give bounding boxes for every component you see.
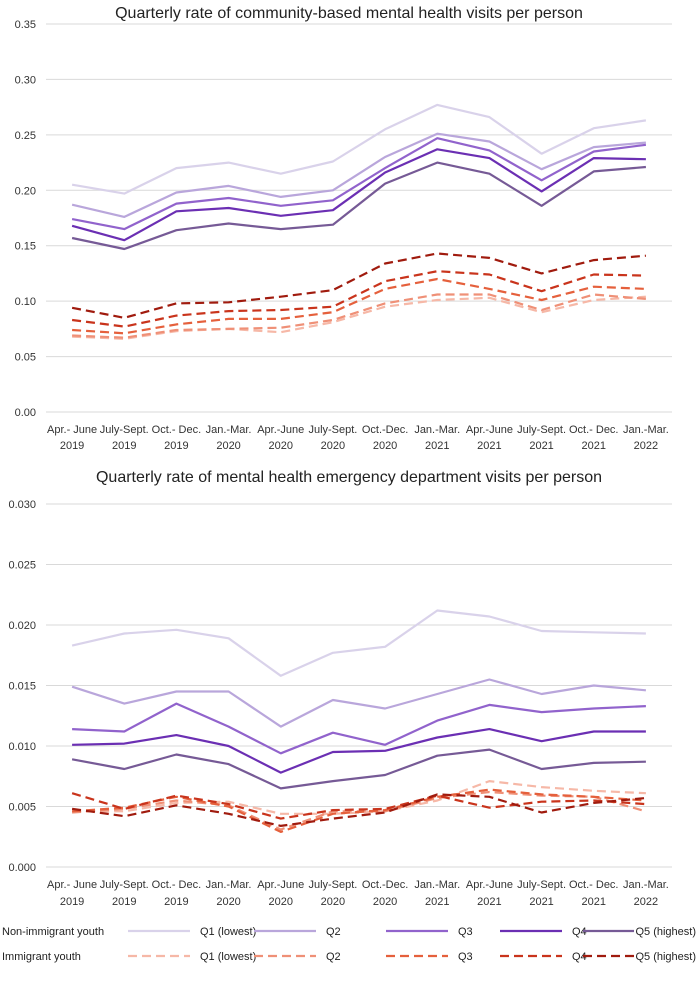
x-tick-year: 2021	[529, 896, 553, 908]
series-line-non-immigrant-youth-q4	[71, 148, 646, 242]
legend-item-label: Q2	[326, 951, 341, 963]
legend-group-label: Immigrant youth	[2, 951, 81, 963]
x-tick-label: Apr.-June	[466, 879, 513, 891]
chart-1: Quarterly rate of community-based mental…	[15, 5, 672, 452]
x-tick-year: 2020	[373, 440, 397, 452]
x-tick-year: 2019	[60, 440, 84, 452]
x-tick-label: Oct.-Dec.	[362, 424, 408, 436]
x-tick-year: 2019	[164, 896, 188, 908]
chart-title: Quarterly rate of community-based mental…	[115, 5, 583, 22]
x-tick-label: July-Sept.	[100, 879, 149, 891]
series-line-immigrant-youth-q4	[71, 792, 646, 820]
x-tick-label: Jan.-Mar.	[623, 879, 669, 891]
x-tick-label: July-Sept.	[308, 424, 357, 436]
x-tick-year: 2020	[269, 440, 293, 452]
series-line-immigrant-youth-q1-lowest	[72, 295, 646, 340]
series-line-immigrant-youth-q3	[72, 788, 646, 834]
x-tick-year: 2021	[425, 896, 449, 908]
legend-item-label: Q3	[458, 951, 473, 963]
y-tick-label: 0.025	[8, 560, 36, 572]
x-tick-label: Jan.-Mar.	[206, 879, 252, 891]
x-tick-label: July-Sept.	[517, 424, 566, 436]
x-tick-label: Oct.- Dec.	[152, 879, 202, 891]
x-tick-year: 2021	[582, 440, 606, 452]
x-tick-label: Oct.- Dec.	[569, 879, 619, 891]
series-line-non-immigrant-youth-q5-highest	[71, 161, 646, 251]
x-tick-year: 2020	[373, 896, 397, 908]
x-tick-year: 2019	[164, 440, 188, 452]
x-tick-year: 2019	[60, 896, 84, 908]
series-line-non-immigrant-youth-q1-lowest	[71, 609, 646, 677]
series-line-non-immigrant-youth-q5-highest	[71, 748, 646, 790]
x-tick-label: Apr.- June	[47, 879, 97, 891]
y-tick-label: 0.005	[8, 802, 36, 814]
legend-item-label: Q5 (highest)	[635, 951, 696, 963]
x-tick-year: 2019	[112, 440, 136, 452]
x-tick-label: Apr.-June	[466, 424, 513, 436]
series-line-immigrant-youth-q5-highest	[71, 252, 646, 319]
series-line-non-immigrant-youth-q2	[71, 678, 647, 728]
x-tick-year: 2021	[582, 896, 606, 908]
y-tick-label: 0.15	[15, 241, 36, 253]
x-tick-label: Apr.-June	[257, 879, 304, 891]
x-tick-label: Jan.-Mar.	[206, 424, 252, 436]
legend-item-label: Q1 (lowest)	[200, 926, 256, 938]
series-line-immigrant-youth-q2	[72, 790, 647, 831]
x-tick-label: Apr.-June	[257, 424, 304, 436]
series-line-non-immigrant-youth-q1-lowest	[71, 103, 647, 195]
x-tick-year: 2022	[634, 896, 658, 908]
legend-item-label: Q5 (highest)	[635, 926, 696, 938]
legend-item-label: Q4	[572, 926, 587, 938]
y-tick-label: 0.10	[15, 296, 36, 308]
x-tick-label: Oct.- Dec.	[569, 424, 619, 436]
x-tick-year: 2022	[634, 440, 658, 452]
legend: Non-immigrant youth Q1 (lowest) Q2 Q3 Q4 Q5 (…	[2, 926, 696, 963]
legend-item-label: Q3	[458, 926, 473, 938]
x-tick-year: 2020	[269, 896, 293, 908]
series-line-immigrant-youth-q3	[72, 277, 646, 335]
y-tick-label: 0.05	[15, 352, 36, 364]
y-tick-label: 0.030	[8, 499, 36, 511]
legend-item-label: Q4	[572, 951, 587, 963]
y-tick-label: 0.015	[8, 681, 36, 693]
legend-group-label: Non-immigrant youth	[2, 926, 104, 938]
y-tick-label: 0.20	[15, 185, 36, 197]
chart-title: Quarterly rate of mental health emergenc…	[96, 469, 602, 486]
series-line-non-immigrant-youth-q2	[71, 132, 646, 218]
x-tick-label: Oct.- Dec.	[152, 424, 202, 436]
x-tick-year: 2020	[321, 440, 345, 452]
y-tick-label: 0.00	[15, 407, 36, 419]
x-tick-label: July-Sept.	[308, 879, 357, 891]
x-tick-label: July-Sept.	[100, 424, 149, 436]
x-tick-year: 2021	[529, 440, 553, 452]
x-tick-year: 2021	[477, 896, 501, 908]
x-tick-year: 2021	[425, 440, 449, 452]
y-tick-label: 0.020	[8, 620, 36, 632]
x-tick-year: 2021	[477, 440, 501, 452]
y-tick-label: 0.25	[15, 130, 36, 142]
legend-item-label: Q1 (lowest)	[200, 951, 256, 963]
series-line-immigrant-youth-q4	[71, 270, 646, 328]
legend-item-label: Q2	[326, 926, 341, 938]
x-tick-label: Jan.-Mar.	[414, 879, 460, 891]
x-tick-label: July-Sept.	[517, 879, 566, 891]
x-tick-year: 2020	[216, 896, 240, 908]
series-line-non-immigrant-youth-q4	[72, 727, 646, 774]
series-line-non-immigrant-youth-q3	[71, 137, 647, 231]
series-line-non-immigrant-youth-q3	[72, 702, 646, 755]
x-tick-year: 2020	[321, 896, 345, 908]
x-tick-label: Jan.-Mar.	[414, 424, 460, 436]
y-tick-label: 0.35	[15, 19, 36, 31]
y-tick-label: 0.30	[15, 74, 36, 86]
x-tick-label: Oct.-Dec.	[362, 879, 408, 891]
x-tick-year: 2019	[112, 896, 136, 908]
x-tick-year: 2020	[216, 440, 240, 452]
y-tick-label: 0.000	[8, 862, 36, 874]
y-tick-label: 0.010	[8, 741, 36, 753]
chart-2: Quarterly rate of mental health emergenc…	[8, 469, 672, 908]
x-tick-label: Apr.- June	[47, 424, 97, 436]
x-tick-label: Jan.-Mar.	[623, 424, 669, 436]
